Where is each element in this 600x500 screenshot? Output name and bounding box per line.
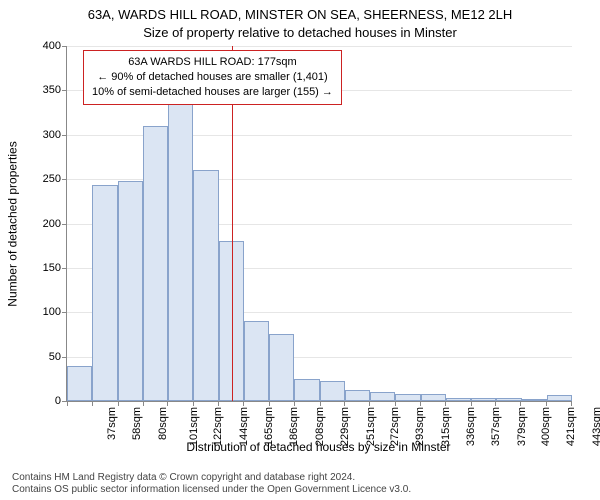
footer-attribution: Contains HM Land Registry data © Crown c… bbox=[12, 472, 411, 496]
x-tick-mark bbox=[269, 401, 270, 406]
x-tick-mark bbox=[546, 401, 547, 406]
histogram-bar bbox=[370, 392, 395, 401]
x-tick-label: 37sqm bbox=[106, 407, 118, 440]
y-tick-label: 350 bbox=[21, 84, 61, 96]
x-tick-mark bbox=[445, 401, 446, 406]
y-tick-mark bbox=[62, 224, 67, 225]
y-axis-label: Number of detached properties bbox=[6, 46, 20, 401]
histogram-bar bbox=[547, 395, 572, 401]
x-tick-label: 58sqm bbox=[131, 407, 143, 440]
histogram-bar bbox=[294, 379, 319, 401]
y-tick-mark bbox=[62, 268, 67, 269]
gridline bbox=[67, 46, 572, 47]
histogram-bar bbox=[67, 366, 92, 402]
x-tick-mark bbox=[420, 401, 421, 406]
histogram-bar bbox=[421, 394, 446, 401]
x-axis-label: Distribution of detached houses by size … bbox=[66, 440, 571, 454]
y-tick-label: 150 bbox=[21, 262, 61, 274]
annotation-line: 10% of semi-detached houses are larger (… bbox=[92, 85, 333, 100]
x-tick-mark bbox=[571, 401, 572, 406]
histogram-bar bbox=[193, 170, 218, 401]
y-tick-mark bbox=[62, 179, 67, 180]
x-tick-mark bbox=[471, 401, 472, 406]
x-tick-mark bbox=[243, 401, 244, 406]
histogram-bar bbox=[244, 321, 269, 401]
histogram-bar bbox=[269, 334, 294, 401]
y-tick-label: 0 bbox=[21, 395, 61, 407]
x-tick-mark bbox=[67, 401, 68, 406]
histogram-bar bbox=[446, 398, 471, 401]
histogram-bar bbox=[118, 181, 143, 401]
footer-line1: Contains HM Land Registry data © Crown c… bbox=[12, 472, 411, 484]
x-tick-mark bbox=[344, 401, 345, 406]
y-tick-label: 100 bbox=[21, 306, 61, 318]
x-tick-mark bbox=[118, 401, 119, 406]
histogram-bar bbox=[143, 126, 168, 401]
annotation-box: 63A WARDS HILL ROAD: 177sqm← 90% of deta… bbox=[83, 50, 342, 105]
histogram-bar bbox=[522, 399, 547, 401]
footer-line2: Contains OS public sector information li… bbox=[12, 484, 411, 496]
chart-title-line2: Size of property relative to detached ho… bbox=[0, 24, 600, 42]
y-tick-label: 50 bbox=[21, 351, 61, 363]
y-tick-label: 250 bbox=[21, 173, 61, 185]
x-tick-mark bbox=[395, 401, 396, 406]
chart-container: 63A, WARDS HILL ROAD, MINSTER ON SEA, SH… bbox=[0, 0, 600, 500]
x-tick-label: 80sqm bbox=[157, 407, 169, 440]
x-tick-mark bbox=[495, 401, 496, 406]
x-tick-mark bbox=[193, 401, 194, 406]
histogram-bar bbox=[471, 398, 496, 401]
annotation-line: 63A WARDS HILL ROAD: 177sqm bbox=[92, 55, 333, 70]
histogram-bar bbox=[219, 241, 244, 401]
y-tick-mark bbox=[62, 90, 67, 91]
x-tick-mark bbox=[167, 401, 168, 406]
x-tick-mark bbox=[218, 401, 219, 406]
histogram-bar bbox=[168, 104, 193, 401]
y-tick-label: 200 bbox=[21, 218, 61, 230]
x-tick-mark bbox=[320, 401, 321, 406]
chart-title-line1: 63A, WARDS HILL ROAD, MINSTER ON SEA, SH… bbox=[0, 0, 600, 24]
histogram-bar bbox=[496, 398, 521, 401]
x-tick-mark bbox=[520, 401, 521, 406]
x-tick-mark bbox=[369, 401, 370, 406]
y-tick-label: 400 bbox=[21, 40, 61, 52]
histogram-bar bbox=[92, 185, 117, 401]
histogram-bar bbox=[395, 394, 420, 401]
y-tick-label: 300 bbox=[21, 129, 61, 141]
y-tick-mark bbox=[62, 135, 67, 136]
x-tick-mark bbox=[92, 401, 93, 406]
annotation-line: ← 90% of detached houses are smaller (1,… bbox=[92, 70, 333, 85]
histogram-bar bbox=[320, 381, 345, 401]
y-tick-mark bbox=[62, 312, 67, 313]
histogram-bar bbox=[345, 390, 370, 401]
y-tick-mark bbox=[62, 46, 67, 47]
y-tick-mark bbox=[62, 357, 67, 358]
plot-area: 05010015020025030035040037sqm58sqm80sqm1… bbox=[66, 46, 572, 402]
x-tick-mark bbox=[143, 401, 144, 406]
x-tick-mark bbox=[294, 401, 295, 406]
x-tick-label: 443sqm bbox=[591, 407, 600, 446]
